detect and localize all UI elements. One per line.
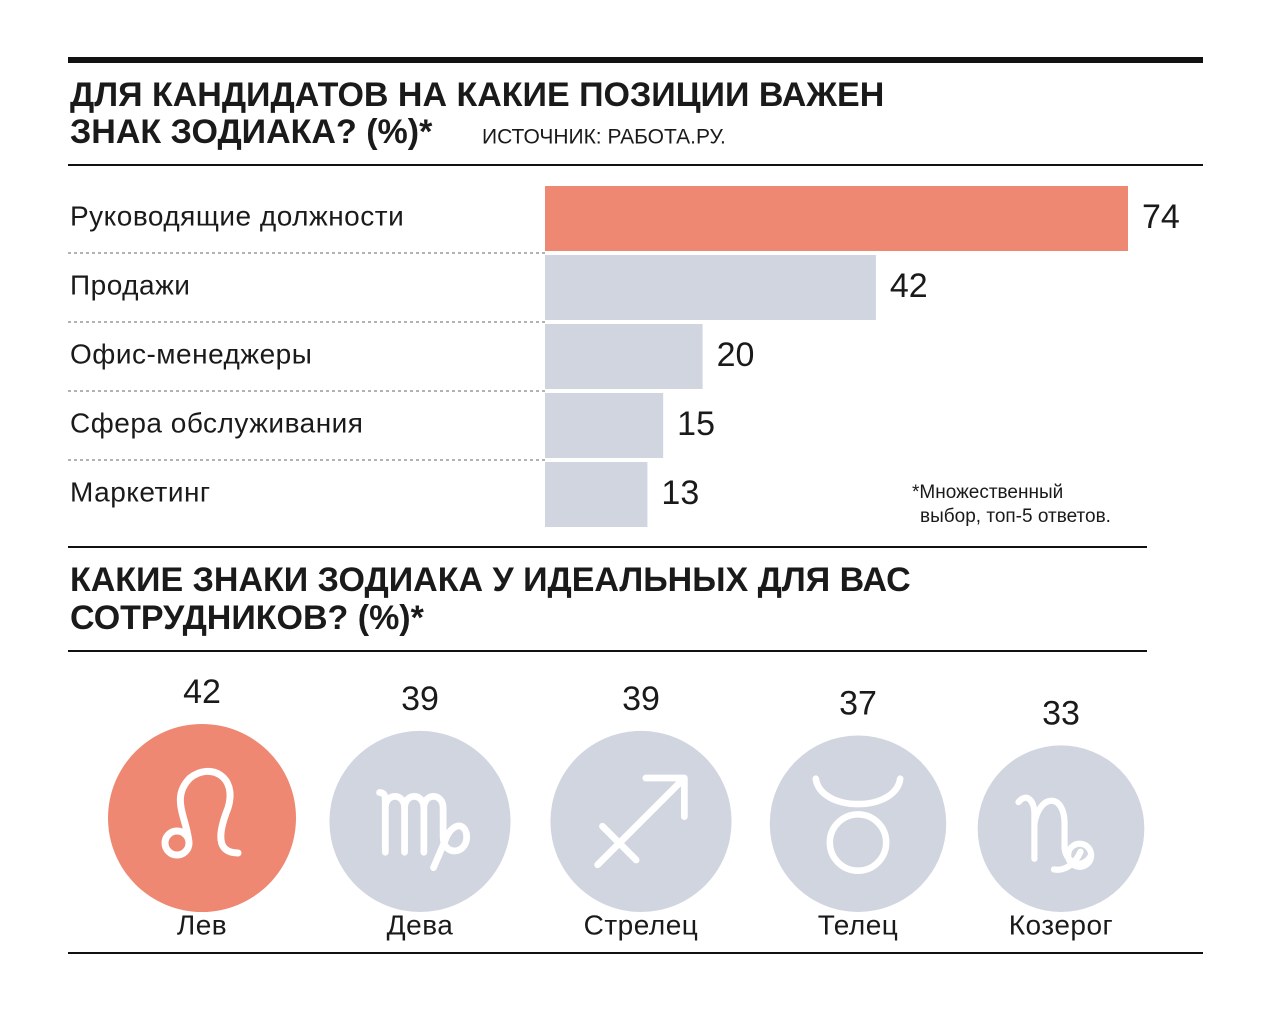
category-label: Телец: [818, 909, 899, 940]
source: ИСТОЧНИК: РАБОТА.РУ.: [482, 126, 726, 149]
bar: [545, 324, 703, 389]
bubble: [108, 724, 296, 912]
footnote: выбор, топ-5 ответов.: [920, 506, 1111, 527]
category-label: Стрелец: [584, 909, 699, 940]
footnote: *Множественный: [912, 482, 1063, 503]
top-rule: [68, 57, 1203, 63]
category-label: Дева: [387, 909, 454, 940]
value-label: 42: [890, 267, 928, 305]
zodiac-glyph: [376, 789, 470, 872]
zodiac-glyph: [812, 775, 904, 874]
value-label: 39: [401, 680, 439, 718]
category-label: Маркетинг: [70, 476, 211, 507]
value-label: 39: [622, 680, 660, 718]
bubble: [769, 735, 947, 912]
value-label: 15: [677, 405, 715, 443]
bubble: [329, 730, 511, 912]
value-label: 33: [1042, 694, 1080, 732]
zodiac-glyph: [594, 774, 688, 869]
zodiac-icon: [376, 789, 470, 872]
value-label: 42: [183, 673, 221, 711]
value-label: 74: [1142, 198, 1180, 236]
bar: [545, 393, 664, 458]
value-label: 13: [661, 474, 699, 512]
category-label: Продажи: [70, 269, 190, 300]
category-label: Офис-менеджеры: [70, 338, 312, 369]
zodiac-icon: [812, 775, 904, 874]
zodiac-glyph: [1015, 794, 1095, 873]
category-label: Руководящие должности: [70, 200, 404, 231]
bar: [545, 186, 1128, 251]
bar: [545, 462, 648, 527]
zodiac-icon: [1015, 794, 1095, 873]
category-label: Козерог: [1009, 909, 1114, 940]
zodiac-icon: [161, 767, 242, 859]
category-label: Сфера обслуживания: [70, 407, 363, 438]
category-label: Лев: [177, 909, 227, 940]
chart-title: КАКИЕ ЗНАКИ ЗОДИАКА У ИДЕАЛЬНЫХ ДЛЯ ВАС: [70, 561, 911, 599]
value-label: 20: [717, 336, 755, 374]
value-label: 37: [839, 685, 877, 723]
chart-title: СОТРУДНИКОВ? (%)*: [70, 599, 425, 637]
bar: [545, 255, 876, 320]
chart-title: ДЛЯ КАНДИДАТОВ НА КАКИЕ ПОЗИЦИИ ВАЖЕН: [70, 76, 884, 114]
zodiac-icon: [594, 774, 688, 869]
zodiac-glyph: [161, 767, 242, 859]
chart-title: ЗНАК ЗОДИАКА? (%)*: [70, 113, 433, 151]
bubble: [977, 745, 1145, 912]
